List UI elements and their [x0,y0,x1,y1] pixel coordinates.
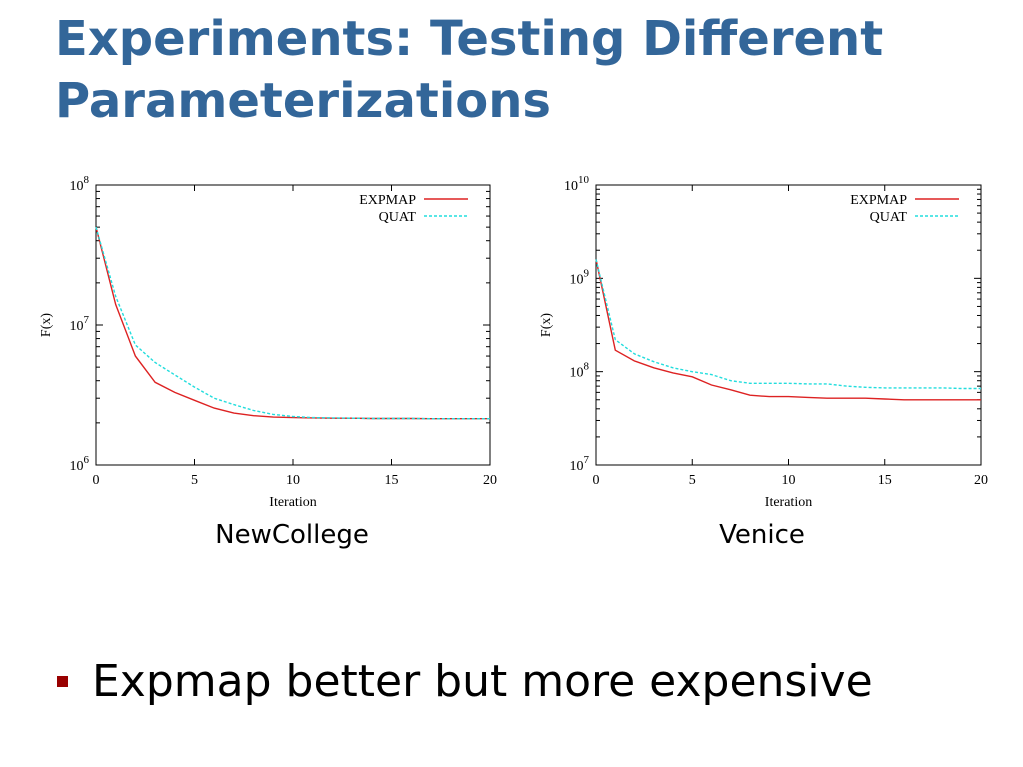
series-line-quat [95,226,490,420]
y-tick-base: 10 [564,179,578,194]
x-tick-label: 15 [878,473,892,488]
y-tick-label: 108 [70,174,90,194]
legend-label-expmap: EXPMAP [359,193,416,208]
x-tick-label: 5 [689,473,696,488]
y-tick-base: 10 [570,366,584,381]
y-tick-label: 107 [70,314,90,334]
plot-frame [95,184,491,466]
x-tick-label: 5 [191,473,198,488]
y-tick-exponent: 9 [584,267,590,279]
y-tick-label: 106 [70,454,90,474]
y-tick-exponent: 7 [84,314,90,326]
y-tick-base: 10 [570,459,584,474]
x-tick-label: 15 [385,473,399,488]
x-tick-label: 10 [782,473,796,488]
series-line-quat [595,259,981,390]
y-tick-label: 109 [570,267,590,287]
y-tick-base: 10 [70,319,84,334]
y-tick-exponent: 7 [584,454,590,466]
plot-frame [595,184,982,466]
venice-chart: 0 5 10 15 201071081091010IterationF(x)EXPMAP… [539,174,988,510]
y-tick-label: 108 [570,361,590,381]
legend-label-expmap: EXPMAP [850,193,907,208]
y-tick-base: 10 [70,179,84,194]
y-tick-label: 1010 [564,174,590,194]
y-tick-base: 10 [70,459,84,474]
series-line-expmap [95,226,490,420]
x-tick-label: 0 [593,473,600,488]
bullet-text: Expmap better but more expensive [92,656,873,707]
y-tick-label: 107 [570,454,590,474]
x-tick-label: 0 [93,473,100,488]
y-tick-exponent: 10 [578,174,590,186]
x-tick-label: 20 [483,473,497,488]
x-axis-label: Iteration [765,495,812,510]
slide-title: Experiments: Testing Different Parameter… [55,11,884,129]
newcollege-caption: NewCollege [215,520,369,550]
y-axis-label: F(x) [39,313,54,337]
square-bullet-icon [57,676,68,687]
bullet-item: Expmap better but more expensive [57,652,997,716]
x-axis-label: Iteration [269,495,316,510]
legend-label-quat: QUAT [379,210,417,225]
y-tick-base: 10 [570,272,584,287]
venice-caption: Venice [719,520,805,550]
x-tick-label: 10 [286,473,300,488]
x-tick-label: 20 [974,473,988,488]
y-axis-label: F(x) [539,313,554,337]
legend-label-quat: QUAT [870,210,908,225]
y-tick-exponent: 8 [584,361,590,373]
y-tick-exponent: 8 [84,174,90,186]
y-tick-exponent: 6 [84,454,90,466]
series-line-expmap [595,259,981,401]
